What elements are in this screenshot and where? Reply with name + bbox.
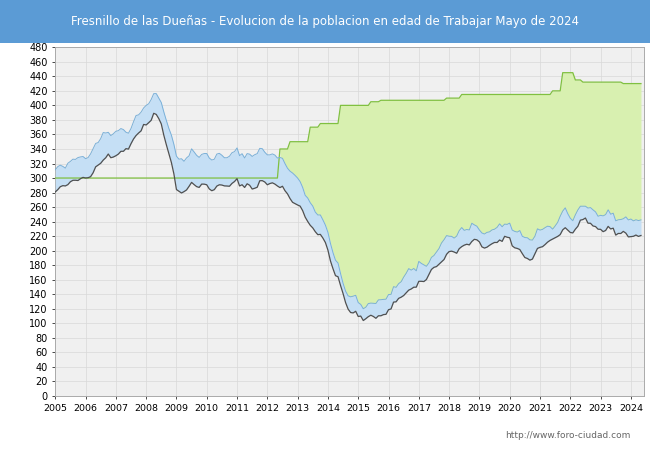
Text: http://www.foro-ciudad.com: http://www.foro-ciudad.com: [505, 431, 630, 440]
Text: Fresnillo de las Dueñas - Evolucion de la poblacion en edad de Trabajar Mayo de : Fresnillo de las Dueñas - Evolucion de l…: [71, 15, 579, 28]
